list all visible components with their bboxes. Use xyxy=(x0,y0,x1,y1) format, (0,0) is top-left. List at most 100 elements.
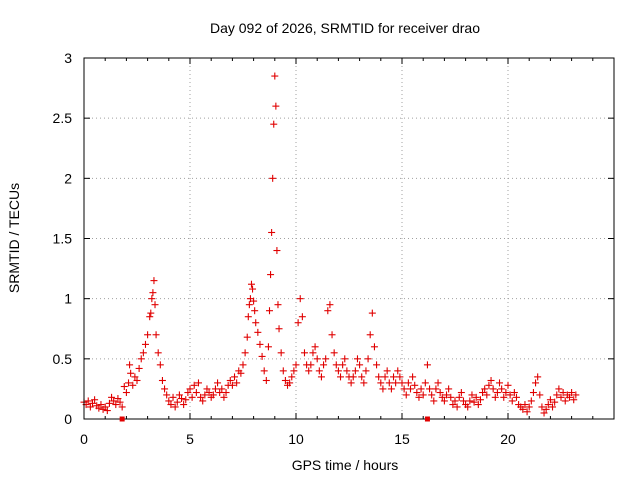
data-point xyxy=(424,361,431,368)
data-point xyxy=(339,361,346,368)
data-point xyxy=(244,334,251,341)
data-point xyxy=(498,385,505,392)
data-point xyxy=(536,391,543,398)
data-point xyxy=(267,271,274,278)
data-point xyxy=(322,355,329,362)
y-tick-label: 0.5 xyxy=(53,351,73,367)
axis-marker xyxy=(425,417,430,422)
data-point xyxy=(266,307,273,314)
data-point xyxy=(152,301,159,308)
data-point xyxy=(365,355,372,362)
data-point xyxy=(394,367,401,374)
data-point xyxy=(555,385,562,392)
data-point xyxy=(426,385,433,392)
axis-marker xyxy=(120,417,125,422)
data-point xyxy=(411,382,418,389)
data-point xyxy=(148,295,155,302)
data-point xyxy=(136,365,143,372)
data-point xyxy=(358,373,365,380)
data-point xyxy=(314,355,321,362)
data-point xyxy=(409,373,416,380)
x-tick-label: 0 xyxy=(80,431,88,447)
data-point xyxy=(534,373,541,380)
data-point xyxy=(127,370,134,377)
data-point xyxy=(528,397,535,404)
data-point xyxy=(384,367,391,374)
data-point xyxy=(155,349,162,356)
data-point xyxy=(399,379,406,386)
data-point xyxy=(377,379,384,386)
data-point xyxy=(269,175,276,182)
data-point xyxy=(369,310,376,317)
data-point xyxy=(367,331,374,338)
tick-labels: 0 5 10 15 20 0 0.5 1 1.5 2 2.5 3 xyxy=(53,50,516,447)
data-point xyxy=(356,361,363,368)
data-point xyxy=(390,373,397,380)
data-point xyxy=(252,319,259,326)
data-point xyxy=(288,373,295,380)
data-point xyxy=(212,385,219,392)
y-tick-label: 1.5 xyxy=(53,231,73,247)
data-point xyxy=(293,361,300,368)
chart-title: Day 092 of 2026, SRMTID for receiver dra… xyxy=(210,20,480,36)
data-point xyxy=(354,355,361,362)
data-point xyxy=(150,277,157,284)
data-point xyxy=(248,281,255,288)
data-point xyxy=(318,373,325,380)
data-point xyxy=(242,349,249,356)
data-point xyxy=(142,341,149,348)
data-point xyxy=(144,331,151,338)
y-tick-label: 2.5 xyxy=(53,110,73,126)
data-point xyxy=(246,301,253,308)
data-point xyxy=(261,367,268,374)
data-point xyxy=(278,349,285,356)
data-point xyxy=(301,349,308,356)
x-tick-label: 10 xyxy=(288,431,304,447)
data-point xyxy=(297,295,304,302)
data-point xyxy=(163,391,170,398)
data-point xyxy=(352,367,359,374)
data-point xyxy=(271,73,278,80)
data-point xyxy=(170,394,177,401)
data-point xyxy=(348,379,355,386)
data-points xyxy=(81,73,580,417)
data-point xyxy=(341,355,348,362)
y-tick-label: 2 xyxy=(64,170,72,186)
data-point xyxy=(161,385,168,392)
data-point xyxy=(343,367,350,374)
data-point xyxy=(405,379,412,386)
data-point xyxy=(375,373,382,380)
data-point xyxy=(273,247,280,254)
data-point xyxy=(274,301,281,308)
data-point xyxy=(140,349,147,356)
data-point xyxy=(428,391,435,398)
x-tick-label: 15 xyxy=(394,431,410,447)
data-point xyxy=(312,343,319,350)
data-point xyxy=(193,389,200,396)
data-point xyxy=(407,385,414,392)
data-point xyxy=(157,361,164,368)
data-point xyxy=(388,385,395,392)
data-point xyxy=(126,361,133,368)
data-point xyxy=(386,379,393,386)
data-point xyxy=(360,379,367,386)
y-tick-label: 3 xyxy=(64,50,72,66)
data-point xyxy=(272,103,279,110)
data-point xyxy=(280,367,287,374)
data-point xyxy=(430,397,437,404)
x-tick-label: 5 xyxy=(186,431,194,447)
data-point xyxy=(333,361,340,368)
data-point xyxy=(329,331,336,338)
data-point xyxy=(562,397,569,404)
x-tick-label: 20 xyxy=(500,431,516,447)
data-point xyxy=(371,343,378,350)
data-point xyxy=(418,385,425,392)
data-point xyxy=(290,367,297,374)
data-point xyxy=(422,379,429,386)
data-point xyxy=(138,355,145,362)
data-point xyxy=(268,229,275,236)
data-point xyxy=(299,313,306,320)
data-point xyxy=(435,379,442,386)
data-point xyxy=(214,379,221,386)
data-point xyxy=(147,310,154,317)
